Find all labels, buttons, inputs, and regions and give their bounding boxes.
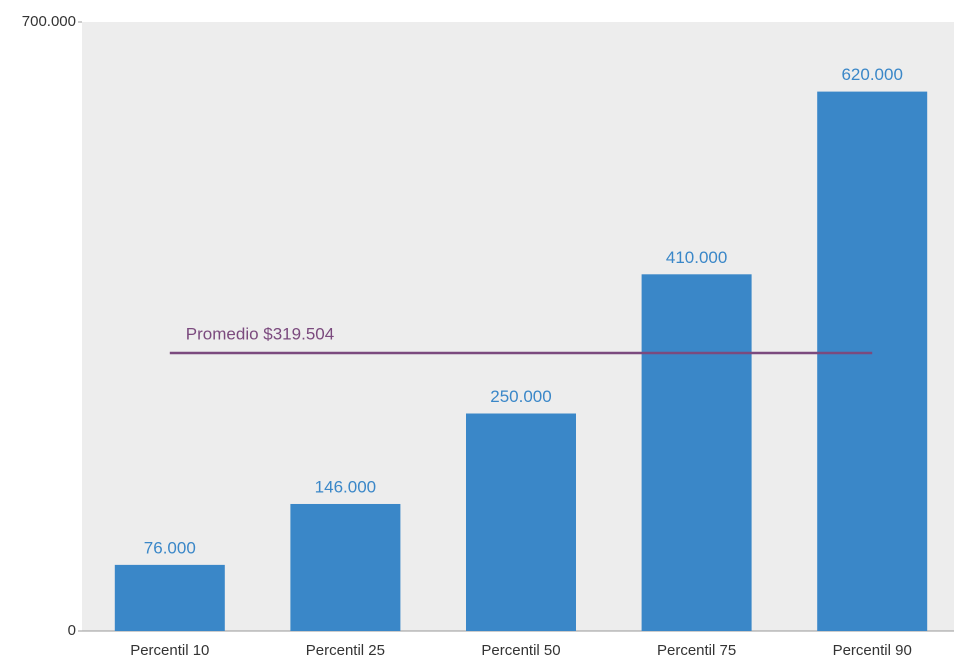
average-label: Promedio $319.504: [186, 325, 334, 344]
y-tick-label: 0: [68, 622, 76, 639]
y-tick-label: 700.000: [22, 13, 76, 30]
value-label: 620.000: [841, 65, 902, 84]
value-label: 250.000: [490, 387, 551, 406]
x-tick-label: Percentil 25: [306, 642, 385, 659]
bar: [817, 91, 928, 632]
value-label: 76.000: [144, 538, 196, 557]
bar: [641, 274, 752, 631]
bar: [290, 503, 401, 631]
x-tick-label: Percentil 75: [657, 642, 736, 659]
bar: [114, 564, 225, 631]
value-label: 146.000: [315, 477, 376, 496]
x-tick-label: Percentil 90: [833, 642, 912, 659]
x-tick-label: Percentil 10: [130, 642, 209, 659]
value-label: 410.000: [666, 248, 727, 267]
x-tick-label: Percentil 50: [481, 642, 560, 659]
bar: [466, 413, 576, 631]
